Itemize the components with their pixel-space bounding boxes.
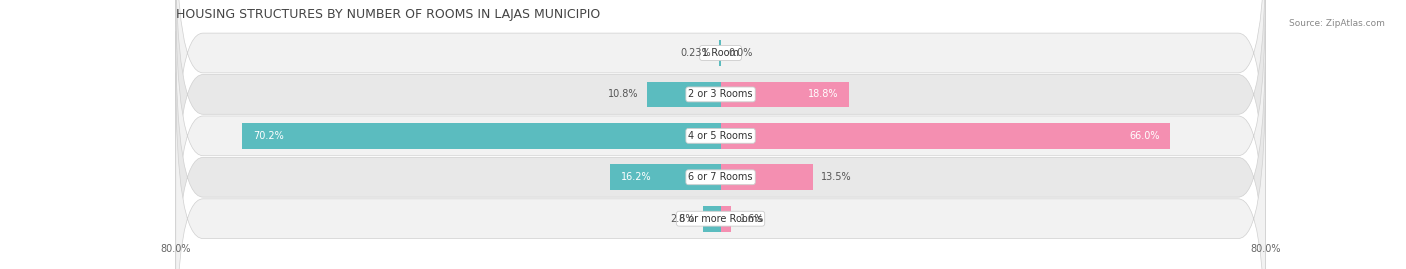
FancyBboxPatch shape bbox=[176, 73, 1265, 269]
FancyBboxPatch shape bbox=[176, 0, 1265, 269]
Bar bbox=[703, 206, 721, 232]
Text: 16.2%: 16.2% bbox=[620, 172, 651, 182]
Text: 18.8%: 18.8% bbox=[808, 89, 838, 100]
Bar bbox=[647, 82, 721, 107]
Text: 13.5%: 13.5% bbox=[821, 172, 851, 182]
FancyBboxPatch shape bbox=[176, 31, 1265, 269]
FancyBboxPatch shape bbox=[176, 0, 1265, 240]
Text: 10.8%: 10.8% bbox=[609, 89, 638, 100]
Bar bbox=[242, 123, 721, 149]
FancyBboxPatch shape bbox=[176, 0, 1265, 199]
Text: HOUSING STRUCTURES BY NUMBER OF ROOMS IN LAJAS MUNICIPIO: HOUSING STRUCTURES BY NUMBER OF ROOMS IN… bbox=[176, 8, 600, 22]
Text: Source: ZipAtlas.com: Source: ZipAtlas.com bbox=[1289, 19, 1385, 28]
Bar bbox=[721, 206, 731, 232]
Text: 4 or 5 Rooms: 4 or 5 Rooms bbox=[689, 131, 752, 141]
Text: 66.0%: 66.0% bbox=[1129, 131, 1160, 141]
Text: 8 or more Rooms: 8 or more Rooms bbox=[679, 214, 762, 224]
Bar bbox=[718, 40, 721, 66]
Text: 2 or 3 Rooms: 2 or 3 Rooms bbox=[689, 89, 752, 100]
Text: 0.23%: 0.23% bbox=[681, 48, 711, 58]
Bar bbox=[721, 82, 849, 107]
Text: 1 Room: 1 Room bbox=[702, 48, 740, 58]
Bar bbox=[721, 164, 813, 190]
Bar bbox=[721, 123, 1170, 149]
Text: 70.2%: 70.2% bbox=[253, 131, 284, 141]
Text: 2.6%: 2.6% bbox=[671, 214, 695, 224]
Text: 1.6%: 1.6% bbox=[740, 214, 763, 224]
Text: 0.0%: 0.0% bbox=[728, 48, 754, 58]
Text: 6 or 7 Rooms: 6 or 7 Rooms bbox=[689, 172, 752, 182]
Bar bbox=[610, 164, 721, 190]
